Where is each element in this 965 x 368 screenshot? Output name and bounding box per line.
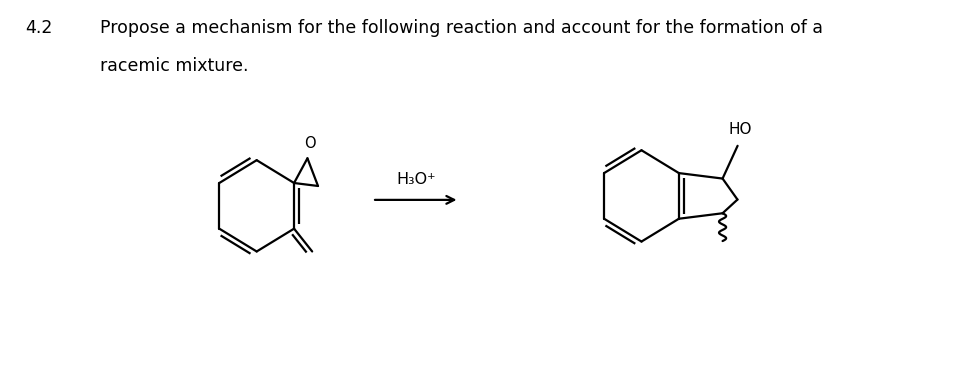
Text: racemic mixture.: racemic mixture. xyxy=(100,57,248,75)
Text: H₃O⁺: H₃O⁺ xyxy=(396,172,435,187)
Text: Propose a mechanism for the following reaction and account for the formation of : Propose a mechanism for the following re… xyxy=(100,19,823,37)
Text: HO: HO xyxy=(729,122,752,137)
Text: O: O xyxy=(304,137,317,151)
Text: 4.2: 4.2 xyxy=(25,19,52,37)
